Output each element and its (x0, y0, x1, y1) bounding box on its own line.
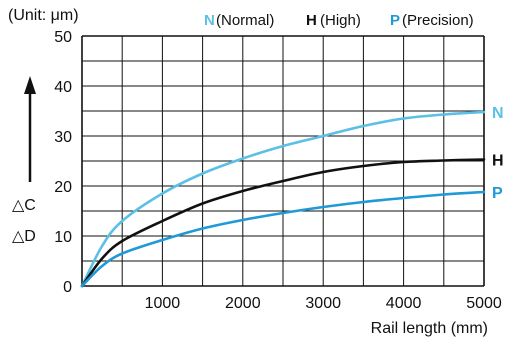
y-tick-label: 30 (54, 129, 72, 146)
legend-key-high: H (306, 12, 317, 29)
x-tick-label: 1000 (145, 295, 181, 312)
series-end-label-h: H (492, 153, 504, 170)
series-line-n (80, 110, 486, 288)
x-tick-label: 4000 (386, 295, 422, 312)
y-tick-label: 40 (54, 79, 72, 96)
y-tick-label: 10 (54, 229, 72, 246)
axes (81, 35, 485, 287)
x-tick-label: 3000 (305, 295, 341, 312)
legend-desc-high: (High) (320, 12, 361, 29)
legend-key-normal: N (204, 12, 215, 29)
x-tick-label: 5000 (466, 295, 502, 312)
y-tick-label: 20 (54, 179, 72, 196)
y-axis-arrow (24, 76, 36, 182)
series-line-p (80, 190, 486, 288)
x-tick-label: 2000 (225, 295, 261, 312)
x-axis-label: Rail length (mm) (371, 320, 488, 337)
series-line-h (80, 158, 486, 288)
y-tick-label: 0 (63, 279, 72, 296)
y-tick-label: 50 (54, 29, 72, 46)
unit-label: (Unit: μm) (8, 7, 79, 24)
y-axis-label-c: △C (12, 197, 36, 214)
legend: N (Normal) H (High) P (Precision) (204, 12, 474, 29)
y-axis-label-d: △D (12, 228, 36, 245)
series-end-labels: N HP (492, 105, 504, 202)
tick-labels: 0 10 20 30 40 50 1000 2000 3000 4000 5000 (54, 29, 502, 312)
series-lines (80, 110, 486, 288)
legend-key-precision: P (390, 12, 400, 29)
legend-desc-precision: (Precision) (402, 12, 474, 29)
series-end-label-n: N (492, 105, 504, 122)
series-end-label-p: P (492, 185, 503, 202)
legend-desc-normal: (Normal) (216, 12, 274, 29)
